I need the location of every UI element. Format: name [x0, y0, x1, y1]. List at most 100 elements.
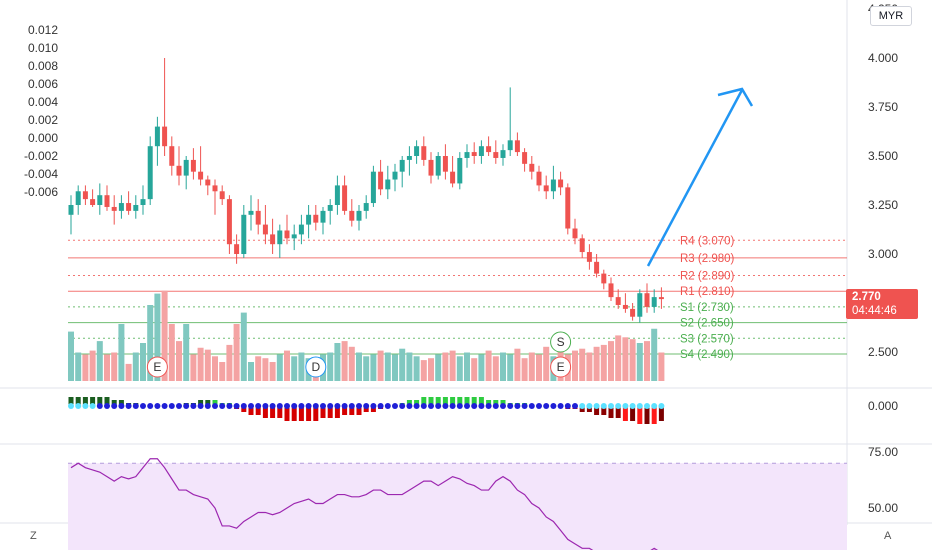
volume-bar [269, 362, 276, 381]
indicator-bar [306, 406, 312, 421]
candle-body [658, 297, 664, 300]
indicator-bar [442, 397, 448, 406]
indicator-dot [622, 403, 629, 409]
volume-bar [226, 344, 233, 381]
indicator-bar [255, 406, 261, 415]
indicator-bar [327, 406, 333, 418]
price-tick-label: 2.500 [868, 345, 898, 359]
indicator-bar [298, 406, 304, 421]
candle-body [306, 214, 312, 225]
volume-bar [89, 350, 96, 381]
rsi-band [68, 463, 847, 550]
indicator-dot [305, 403, 312, 409]
candle-body [471, 152, 477, 156]
indicator-dot [291, 403, 298, 409]
indicator-bar [313, 406, 319, 421]
indicator-bar [644, 406, 650, 424]
volume-bar [622, 337, 629, 381]
indicator-dot [557, 403, 564, 409]
indicator-dot [262, 403, 269, 409]
volume-bar [528, 352, 535, 381]
volume-bar [183, 324, 190, 381]
candle-body [507, 140, 513, 151]
candle-body [536, 171, 542, 186]
candle-body [349, 210, 355, 221]
candle-body [334, 185, 340, 205]
indicator-dot [543, 403, 550, 409]
indicator-bar [601, 406, 607, 415]
event-marker [550, 356, 572, 378]
indicator-bar [478, 397, 484, 406]
candle-body [133, 205, 139, 211]
candle-body [320, 210, 326, 223]
candle-body [162, 126, 168, 147]
candle-body [478, 146, 484, 156]
event-marker-label: E [153, 360, 161, 374]
indicator-bar [356, 406, 362, 415]
candle-body [608, 283, 614, 298]
indicator-dot [132, 403, 139, 409]
indicator-bar [651, 406, 657, 424]
indicator-bar [342, 406, 348, 415]
volume-bar [464, 352, 470, 381]
indicator-dot [428, 403, 434, 409]
indicator-dot [406, 403, 413, 409]
volume-bar [190, 354, 197, 381]
left-tick-label: -0.006 [24, 185, 58, 199]
volume-bar [104, 354, 110, 381]
currency-badge[interactable]: MYR [870, 6, 912, 26]
indicator-dot [586, 403, 593, 409]
indicator-dot [212, 403, 218, 409]
candle-body [68, 205, 74, 215]
candle-body [392, 171, 398, 180]
candle-body [90, 199, 96, 205]
pivot-label: S1 (2.730) [680, 302, 734, 314]
indicator-dot [363, 403, 370, 409]
indicator-dot [356, 403, 362, 409]
price-tick-label: 4.000 [868, 51, 898, 65]
volume-bar [197, 347, 204, 381]
indicator-dot [219, 403, 226, 409]
volume-bar [334, 343, 341, 381]
candle-body [154, 126, 160, 147]
candle-body [435, 156, 441, 176]
indicator-dot [75, 403, 82, 409]
volume-bar [492, 356, 499, 381]
indicator-dot [176, 403, 182, 409]
candle-body [241, 214, 247, 254]
volume-bar [204, 349, 211, 381]
indicator-bar [82, 397, 88, 406]
candle-body [219, 191, 225, 200]
candle-body [385, 179, 391, 190]
volume-bar [399, 348, 406, 381]
indicator-dot [485, 403, 492, 409]
indicator-dot [471, 403, 478, 409]
indicator-dot [615, 403, 622, 409]
candle-body [248, 210, 254, 215]
candle-body [529, 163, 535, 172]
indicator-dot [435, 403, 442, 409]
volume-bar [615, 335, 622, 381]
indicator-bar [622, 406, 628, 421]
candle-body [414, 146, 420, 156]
candle-body [428, 159, 434, 176]
candle-body [255, 210, 261, 225]
volume-bar [233, 324, 240, 381]
indicator-dot [125, 403, 132, 409]
candle-body [198, 171, 204, 180]
indicator-dot [636, 403, 643, 409]
candle-body [327, 205, 333, 211]
candle-body [205, 179, 211, 186]
indicator-dot [118, 403, 125, 409]
auto-scale-toggle[interactable]: A [884, 530, 892, 542]
candle-body [565, 187, 571, 229]
candle-body [363, 203, 369, 211]
indicator-dot [600, 403, 607, 409]
candle-body [644, 293, 650, 307]
candle-body [558, 179, 564, 188]
candle-body [615, 297, 621, 305]
candle-body [190, 159, 196, 172]
timezone-toggle[interactable]: Z [30, 530, 37, 542]
indicator-bar [284, 406, 290, 421]
